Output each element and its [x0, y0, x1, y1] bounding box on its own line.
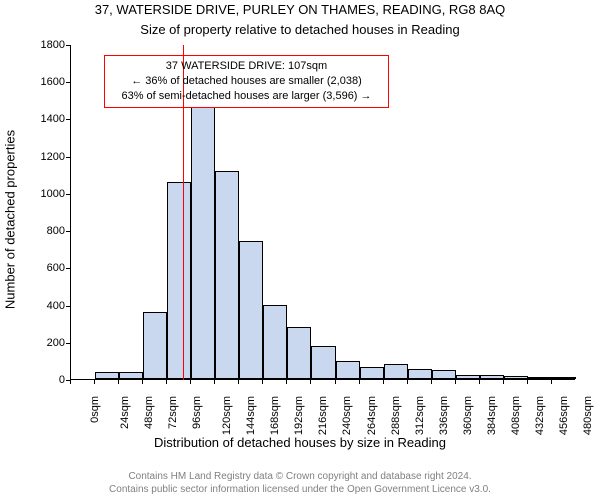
- histogram-bar: [263, 305, 287, 379]
- xtick-label: 216sqm: [318, 396, 330, 435]
- xtick-mark: [70, 380, 71, 384]
- xtick-mark: [335, 380, 336, 384]
- chart-footer: Contains HM Land Registry data © Crown c…: [0, 470, 600, 496]
- xtick-label: 0sqm: [89, 396, 101, 423]
- histogram-bar: [528, 377, 552, 379]
- xtick-label: 96sqm: [191, 396, 203, 429]
- histogram-bar: [456, 375, 480, 379]
- xtick-mark: [310, 380, 311, 384]
- histogram-bar: [311, 346, 335, 379]
- ytick-mark: [66, 119, 70, 120]
- histogram-bar: [432, 370, 456, 379]
- chart-title-line1: 37, WATERSIDE DRIVE, PURLEY ON THAMES, R…: [0, 2, 600, 17]
- xtick-mark: [383, 380, 384, 384]
- ytick-label: 800: [25, 225, 65, 237]
- ytick-label: 1800: [25, 39, 65, 51]
- xtick-label: 48sqm: [143, 396, 155, 429]
- histogram-bar: [191, 107, 215, 379]
- ytick-label: 1000: [25, 188, 65, 200]
- annotation-line: 63% of semi-detached houses are larger (…: [111, 89, 382, 104]
- ytick-label: 600: [25, 262, 65, 274]
- xtick-mark: [118, 380, 119, 384]
- xtick-label: 408sqm: [510, 396, 522, 435]
- chart-title-line2: Size of property relative to detached ho…: [0, 22, 600, 37]
- histogram-bar: [287, 327, 311, 379]
- histogram-bar: [95, 372, 119, 379]
- ytick-mark: [66, 268, 70, 269]
- xtick-mark: [142, 380, 143, 384]
- histogram-bar: [504, 376, 528, 379]
- xtick-label: 312sqm: [414, 396, 426, 435]
- chart-container: 37, WATERSIDE DRIVE, PURLEY ON THAMES, R…: [0, 0, 600, 500]
- histogram-bar: [480, 375, 504, 379]
- xtick-mark: [527, 380, 528, 384]
- xtick-label: 360sqm: [462, 396, 474, 435]
- xtick-label: 384sqm: [486, 396, 498, 435]
- xtick-mark: [166, 380, 167, 384]
- ytick-mark: [66, 45, 70, 46]
- histogram-bar: [143, 312, 167, 379]
- ytick-label: 0: [25, 374, 65, 386]
- histogram-bar: [215, 171, 239, 379]
- ytick-label: 400: [25, 300, 65, 312]
- ytick-mark: [66, 343, 70, 344]
- xtick-label: 168sqm: [269, 396, 281, 435]
- xtick-label: 192sqm: [294, 396, 306, 435]
- ytick-mark: [66, 157, 70, 158]
- ytick-mark: [66, 231, 70, 232]
- xtick-label: 456sqm: [558, 396, 570, 435]
- xtick-mark: [455, 380, 456, 384]
- xtick-mark: [286, 380, 287, 384]
- ytick-label: 200: [25, 337, 65, 349]
- annotation-box: 37 WATERSIDE DRIVE: 107sqm← 36% of detac…: [104, 55, 389, 108]
- x-axis-label: Distribution of detached houses by size …: [0, 435, 600, 450]
- xtick-label: 480sqm: [582, 396, 594, 435]
- y-axis-label: Number of detached properties: [3, 130, 18, 309]
- histogram-bar: [360, 367, 384, 379]
- xtick-label: 432sqm: [534, 396, 546, 435]
- annotation-line: 37 WATERSIDE DRIVE: 107sqm: [111, 59, 382, 74]
- xtick-mark: [359, 380, 360, 384]
- ytick-mark: [66, 306, 70, 307]
- footer-line1: Contains HM Land Registry data © Crown c…: [0, 470, 600, 483]
- annotation-line: ← 36% of detached houses are smaller (2,…: [111, 74, 382, 89]
- ytick-label: 1400: [25, 113, 65, 125]
- xtick-mark: [214, 380, 215, 384]
- xtick-mark: [407, 380, 408, 384]
- ytick-mark: [66, 194, 70, 195]
- histogram-bar: [119, 372, 143, 379]
- histogram-bar: [239, 241, 263, 379]
- histogram-bar: [167, 182, 191, 379]
- histogram-bar: [336, 361, 360, 379]
- xtick-mark: [262, 380, 263, 384]
- xtick-label: 120sqm: [221, 396, 233, 435]
- xtick-mark: [551, 380, 552, 384]
- ytick-label: 1200: [25, 151, 65, 163]
- histogram-bar: [384, 364, 408, 379]
- xtick-label: 24sqm: [119, 396, 131, 429]
- xtick-mark: [94, 380, 95, 384]
- xtick-mark: [503, 380, 504, 384]
- histogram-bar: [408, 369, 432, 379]
- xtick-mark: [190, 380, 191, 384]
- footer-line2: Contains public sector information licen…: [0, 483, 600, 496]
- xtick-mark: [479, 380, 480, 384]
- ytick-label: 1600: [25, 76, 65, 88]
- xtick-mark: [238, 380, 239, 384]
- xtick-label: 264sqm: [366, 396, 378, 435]
- xtick-mark: [431, 380, 432, 384]
- xtick-label: 336sqm: [438, 396, 450, 435]
- xtick-label: 72sqm: [167, 396, 179, 429]
- ytick-mark: [66, 82, 70, 83]
- xtick-label: 288sqm: [390, 396, 402, 435]
- histogram-bar: [552, 377, 576, 379]
- xtick-label: 240sqm: [342, 396, 354, 435]
- xtick-label: 144sqm: [245, 396, 257, 435]
